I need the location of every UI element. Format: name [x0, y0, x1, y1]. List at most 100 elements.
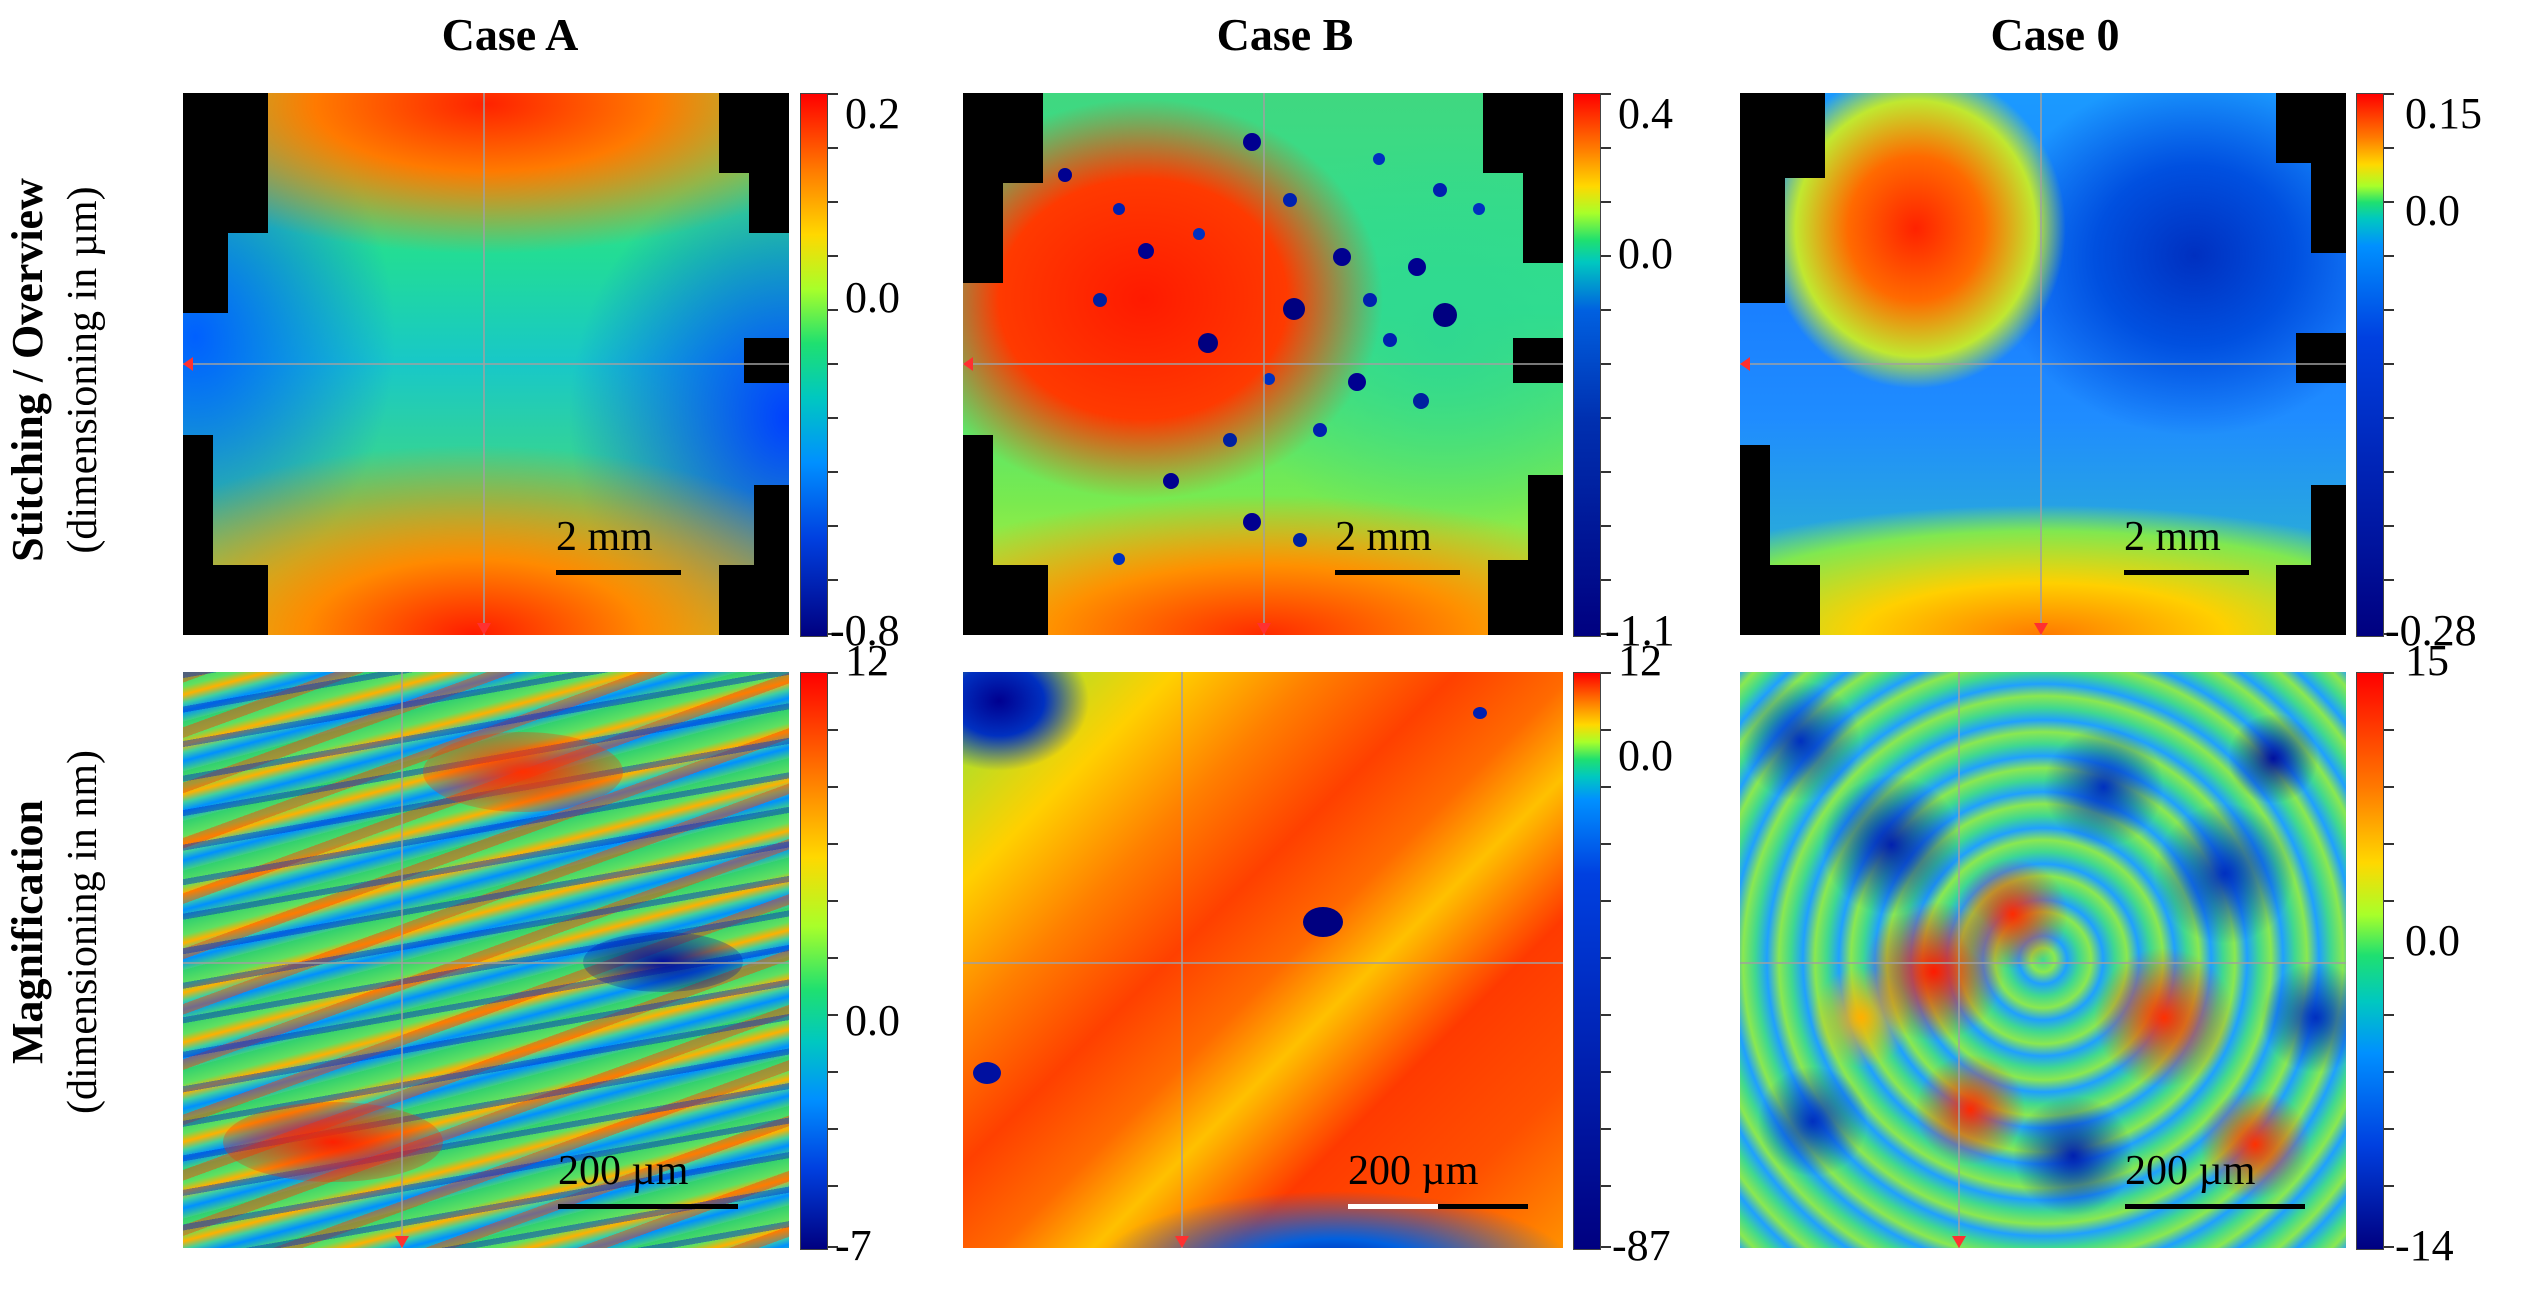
scale-bar-line [1335, 570, 1460, 575]
surface-feature [223, 1102, 443, 1182]
colorbar-ticks [1601, 672, 1611, 1248]
mask-corner [2296, 333, 2346, 383]
scale-bar-label: 2 mm [556, 514, 653, 560]
surface-pit [1433, 183, 1447, 197]
mask-corner [963, 435, 993, 635]
colorbar-ticks [828, 672, 838, 1248]
colorbar-case-b-stitching [1573, 93, 1601, 637]
surface-pit [1243, 513, 1261, 531]
colorbar-case-0-magnification [2356, 672, 2384, 1250]
mask-corner [744, 338, 789, 383]
colorbar-max-label: 12 [1618, 636, 1662, 685]
surface-pit [1473, 707, 1487, 719]
mask-corner [754, 485, 789, 635]
crosshair-vertical [1181, 672, 1183, 1248]
colorbar-min-label: -0.28 [2385, 606, 2477, 655]
surface-pit [1473, 203, 1485, 215]
crosshair-marker-icon [2034, 623, 2048, 635]
mask-corner [1740, 445, 1770, 635]
colorbar-mid-label: 0.0 [1618, 229, 1673, 278]
colorbar-mid-label: 0.0 [845, 996, 900, 1045]
surface-pit [1198, 333, 1218, 353]
crosshair-vertical [1263, 93, 1265, 635]
surface-pit [1433, 303, 1457, 327]
surface-pit [1113, 203, 1125, 215]
colorbar-case-0-stitching [2356, 93, 2384, 637]
mask-corner [1523, 93, 1563, 263]
map-case-0-stitching: 2 mm [1740, 93, 2346, 635]
crosshair-horizontal [963, 962, 1563, 964]
surface-pit [1243, 133, 1261, 151]
surface-pit [1138, 243, 1154, 259]
map-case-0-magnification: 200 µm [1740, 672, 2346, 1248]
crosshair-vertical [1958, 672, 1960, 1248]
surface-pit [1408, 258, 1426, 276]
crosshair-marker-icon [1175, 1236, 1189, 1248]
scale-bar-label: 200 µm [2125, 1148, 2256, 1194]
surface-pit [1283, 298, 1305, 320]
colorbar-min-label: -0.8 [830, 606, 900, 655]
surface-pit [1413, 393, 1429, 409]
mask-corner [2311, 93, 2346, 253]
row-label-stitching: Stitching / Overview (dimensioning in µm… [0, 60, 140, 680]
crosshair-vertical [483, 93, 485, 635]
row-label-magnification-unit: (dimensioning in nm) [60, 750, 106, 1114]
mask-corner [2311, 485, 2346, 635]
surface-pit [1058, 168, 1072, 182]
scale-bar-label: 2 mm [1335, 514, 1432, 560]
mask-corner [183, 93, 228, 313]
map-case-b-magnification: 200 µm [963, 672, 1563, 1248]
row-label-stitching-title: Stitching / Overview [3, 178, 52, 562]
colorbar-min-label: -87 [1612, 1221, 1671, 1270]
colorbar-max-label: 0.15 [2405, 89, 2482, 138]
colorbar-max-label: 15 [2405, 636, 2449, 685]
surface-pit [1293, 533, 1307, 547]
crosshair-marker-icon [963, 357, 973, 371]
row-label-stitching-unit: (dimensioning in µm) [60, 186, 106, 554]
mask-corner [1513, 338, 1563, 383]
colorbar-ticks [2384, 93, 2394, 635]
surface-pit [1263, 373, 1275, 385]
crosshair-horizontal [1740, 363, 2346, 365]
colorbar-min-label: -14 [2395, 1221, 2454, 1270]
scale-bar-label: 200 µm [1348, 1148, 1479, 1194]
surface-feature [423, 732, 623, 812]
surface-pit [1093, 293, 1107, 307]
colorbar-ticks [1601, 93, 1611, 635]
surface-pit [1113, 553, 1125, 565]
scale-bar-line [558, 1204, 738, 1209]
colorbar-mid-label: 0.0 [2405, 186, 2460, 235]
crosshair-marker-icon [1740, 357, 1750, 371]
map-case-b-stitching: 2 mm [963, 93, 1563, 635]
crosshair-horizontal [1740, 962, 2346, 964]
colorbar-max-label: 12 [845, 636, 889, 685]
crosshair-vertical [2040, 93, 2042, 635]
colorbar-min-label: -7 [835, 1221, 872, 1270]
colorbar-mid-label: 0.0 [845, 273, 900, 322]
row-label-magnification-title: Magnification [3, 800, 52, 1064]
crosshair-marker-icon [477, 623, 491, 635]
crosshair-marker-icon [1952, 1236, 1966, 1248]
column-title-case-0: Case 0 [1990, 9, 2120, 60]
surface-pit [1303, 907, 1343, 937]
scale-bar-line [2125, 1204, 2305, 1209]
colorbar-max-label: 0.4 [1618, 89, 1673, 138]
crosshair-vertical [401, 672, 403, 1248]
map-case-a-magnification: 200 µm [183, 672, 789, 1248]
colorbar-ticks [2384, 672, 2394, 1248]
colorbar-case-a-stitching [800, 93, 828, 637]
surface-pit [1348, 373, 1366, 391]
surface-pit [1373, 153, 1385, 165]
colorbar-mid-label: 0.0 [1618, 731, 1673, 780]
surface-pit [1223, 433, 1237, 447]
surface-pit [1363, 293, 1377, 307]
surface-pit [1283, 193, 1297, 207]
mask-corner [963, 93, 1003, 283]
surface-pit [1333, 248, 1351, 266]
colorbar-case-b-magnification [1573, 672, 1601, 1250]
mask-corner [183, 435, 213, 635]
colorbar-mid-label: 0.0 [2405, 916, 2460, 965]
colorbar-ticks [828, 93, 838, 635]
crosshair-marker-icon [1257, 623, 1271, 635]
crosshair-marker-icon [183, 357, 193, 371]
